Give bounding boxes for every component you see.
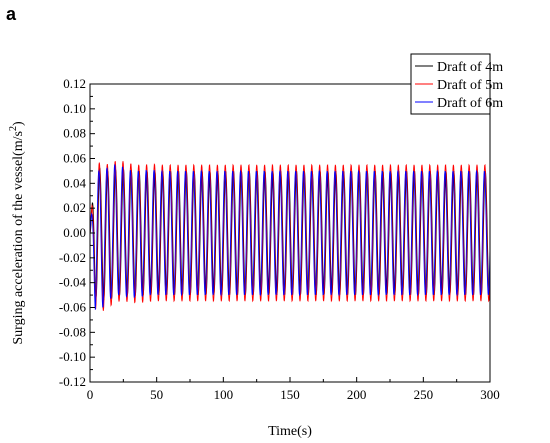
x-axis-title: Time(s) xyxy=(268,424,312,439)
legend-label: Draft of 5m xyxy=(437,78,503,93)
y-tick-label: 0.10 xyxy=(63,101,86,116)
y-tick-label: -0.08 xyxy=(59,324,86,339)
series-line-3 xyxy=(89,164,491,310)
x-tick-label: 0 xyxy=(87,387,94,402)
y-axis-title-main: Surging acceleration of the vessel(m/s xyxy=(11,131,26,345)
legend-label: Draft of 6m xyxy=(437,96,503,111)
y-axis-title-close: ) xyxy=(11,121,26,126)
y-axis-title-superscript: 2 xyxy=(8,126,19,131)
y-tick-label: 0.06 xyxy=(63,151,86,166)
legend-label: Draft of 4m xyxy=(437,60,503,75)
y-axis: -0.12 -0.10 -0.08 -0.06 -0.04 -0.02 0.00 0.02 0.… xyxy=(59,76,95,389)
y-tick-label: 0.02 xyxy=(63,200,86,215)
y-tick-label: 0.00 xyxy=(63,225,86,240)
x-axis: 0 50 100 150 200 250 300 xyxy=(87,377,500,402)
series-layer xyxy=(89,160,491,311)
y-tick-label: -0.04 xyxy=(59,275,87,290)
y-tick-label: -0.12 xyxy=(59,374,86,389)
x-tick-label: 250 xyxy=(414,387,434,402)
x-tick-label: 200 xyxy=(347,387,367,402)
y-axis-title: Surging acceleration of the vessel(m/s2) xyxy=(8,121,26,345)
y-tick-label: 0.04 xyxy=(63,175,86,190)
legend: Draft of 4m Draft of 5m Draft of 6m xyxy=(410,53,503,115)
y-tick-label: 0.08 xyxy=(63,126,86,141)
y-tick-label: -0.10 xyxy=(59,349,86,364)
y-tick-label: -0.06 xyxy=(59,300,87,315)
y-tick-label: -0.02 xyxy=(59,250,86,265)
y-tick-label: 0.12 xyxy=(63,76,86,91)
x-tick-label: 100 xyxy=(214,387,234,402)
panel-label: a xyxy=(6,4,17,24)
x-tick-label: 300 xyxy=(480,387,500,402)
x-tick-label: 150 xyxy=(280,387,300,402)
x-tick-label: 50 xyxy=(150,387,163,402)
